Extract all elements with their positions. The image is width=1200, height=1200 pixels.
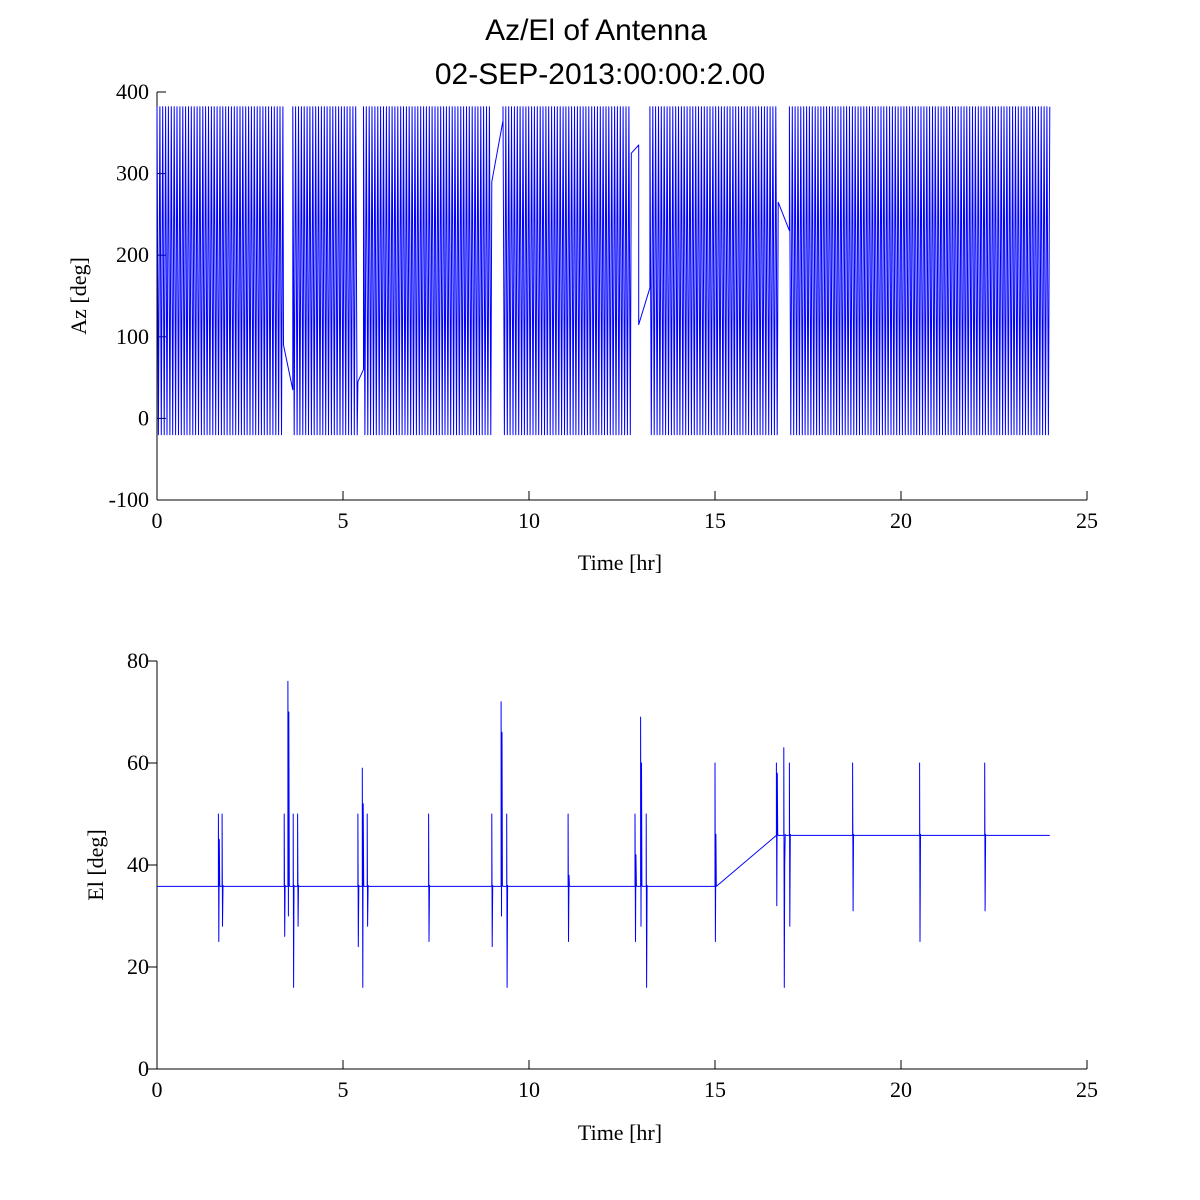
el-y-tick-label: 20 <box>127 954 149 979</box>
az-y-tick-label: 0 <box>138 405 149 430</box>
figure-title: Az/El of Antenna <box>485 14 707 47</box>
az-y-tick-label: 300 <box>116 161 149 186</box>
figure-subtitle: 02-SEP-2013:00:00:2.00 <box>435 58 765 91</box>
elevation-chart: Time [hr] El [deg] 0 5 10 15 20 25 0 20 40 60 80 <box>83 648 1098 1145</box>
az-x-axis-label: Time [hr] <box>578 550 662 575</box>
az-x-tick-label: 10 <box>518 508 540 533</box>
az-series-line <box>156 106 1051 436</box>
az-x-tick-label: 25 <box>1076 508 1098 533</box>
el-y-axis-label: El [deg] <box>83 829 108 900</box>
el-x-axis-label: Time [hr] <box>578 1120 662 1145</box>
el-x-tick-label: 5 <box>338 1077 349 1102</box>
el-y-tick-label: 0 <box>138 1056 149 1081</box>
az-y-tick-label: -100 <box>109 487 149 512</box>
az-x-tick-label: 20 <box>890 508 912 533</box>
az-y-tick-label: 100 <box>116 324 149 349</box>
az-x-tick-label: 0 <box>152 508 163 533</box>
el-x-tick-label: 0 <box>152 1077 163 1102</box>
el-x-tick-label: 15 <box>704 1077 726 1102</box>
az-y-tick-label: 400 <box>116 79 149 104</box>
azimuth-chart: Time [hr] Az [deg] 0 5 10 15 20 25-1000100200… <box>66 79 1098 575</box>
el-y-tick-label: 60 <box>127 750 149 775</box>
el-x-tick-label: 25 <box>1076 1077 1098 1102</box>
el-y-tick-label: 80 <box>127 648 149 673</box>
el-y-tick-label: 40 <box>127 852 149 877</box>
el-x-tick-label: 10 <box>518 1077 540 1102</box>
az-x-tick-label: 5 <box>338 508 349 533</box>
el-x-tick-label: 20 <box>890 1077 912 1102</box>
az-y-axis-label: Az [deg] <box>66 257 91 335</box>
az-y-tick-label: 200 <box>116 242 149 267</box>
el-series-line <box>157 680 1050 988</box>
az-x-tick-label: 15 <box>704 508 726 533</box>
